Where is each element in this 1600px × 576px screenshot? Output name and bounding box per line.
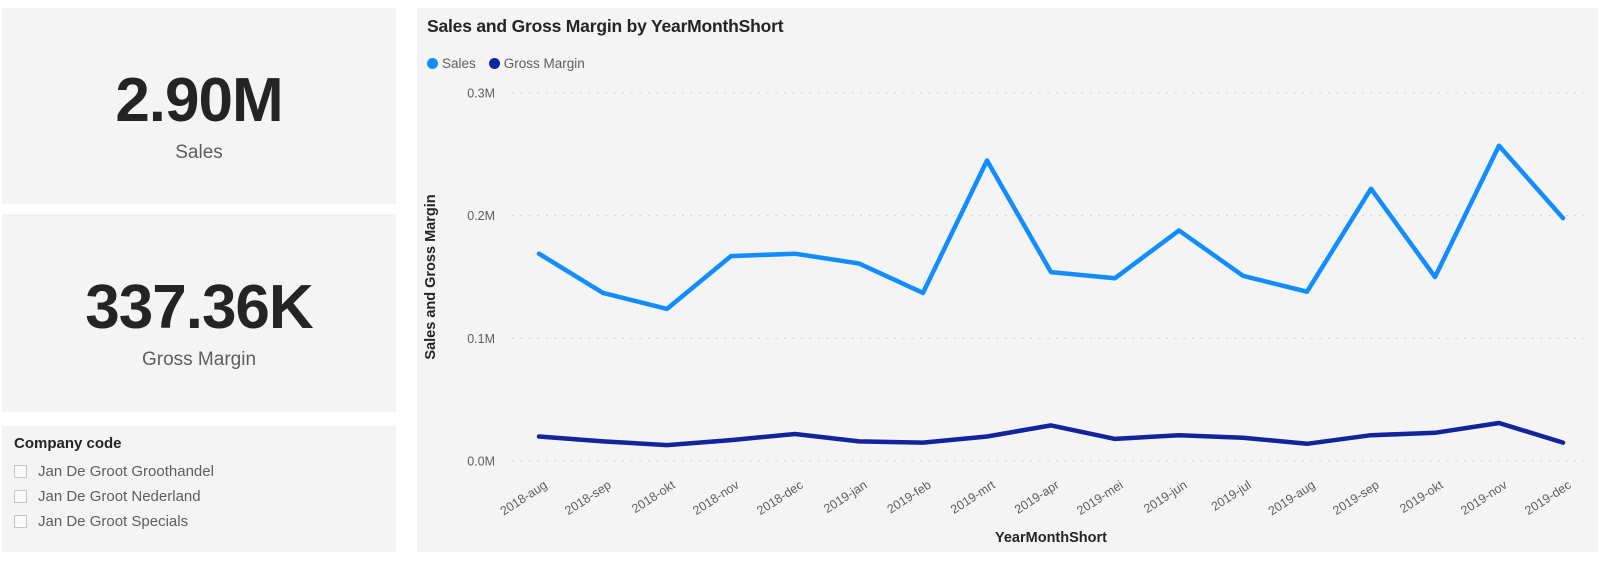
legend-label-gross-margin: Gross Margin <box>503 56 585 71</box>
y-tick-label: 0.3M <box>467 87 495 101</box>
y-tick-label: 0.2M <box>467 209 495 223</box>
kpi-sales-label: Sales <box>175 142 223 163</box>
x-axis-title: YearMonthShort <box>995 530 1107 546</box>
kpi-card-gross-margin: 337.36K Gross Margin <box>2 214 396 412</box>
slicer-title: Company code <box>14 435 122 452</box>
x-tick-label: 2019-sep <box>1330 478 1381 518</box>
slicer-item-label: Jan De Groot Nederland <box>38 488 201 505</box>
x-tick-label: 2018-nov <box>690 477 742 518</box>
slicer-item-label: Jan De Groot Groothandel <box>38 463 214 480</box>
x-tick-label: 2019-jun <box>1141 478 1189 516</box>
legend-item-sales[interactable]: Sales <box>427 56 476 71</box>
slicer-item-groothandel[interactable]: Jan De Groot Groothandel <box>14 459 384 484</box>
x-tick-label: 2019-dec <box>1522 478 1573 518</box>
chart-legend: Sales Gross Margin <box>427 56 585 71</box>
gross-margin-legend-dot-icon <box>488 58 500 69</box>
checkbox-specials[interactable] <box>14 515 27 528</box>
slicer-item-nederland[interactable]: Jan De Groot Nederland <box>14 484 384 509</box>
kpi-card-sales: 2.90M Sales <box>2 8 396 204</box>
x-tick-label: 2019-mrt <box>948 477 998 516</box>
x-tick-label: 2019-aug <box>1266 478 1318 519</box>
slicer-item-specials[interactable]: Jan De Groot Specials <box>14 509 384 534</box>
x-tick-label: 2019-jan <box>821 478 869 516</box>
x-tick-label: 2018-sep <box>562 478 613 518</box>
x-tick-label: 2019-okt <box>1397 477 1446 516</box>
x-tick-label: 2019-mei <box>1074 478 1125 518</box>
company-code-slicer: Company code Jan De Groot Groothandel Ja… <box>2 426 396 552</box>
line-chart-panel: Sales and Gross Margin by YearMonthShort… <box>417 8 1598 552</box>
x-tick-label: 2018-dec <box>754 478 805 518</box>
y-tick-label: 0.0M <box>467 455 495 469</box>
slicer-item-label: Jan De Groot Specials <box>38 513 189 530</box>
x-tick-label: 2019-jul <box>1209 478 1254 514</box>
sales-line[interactable] <box>536 143 1566 312</box>
x-tick-label: 2019-nov <box>1458 477 1510 518</box>
kpi-sales-value: 2.90M <box>115 66 283 135</box>
sales-legend-dot-icon <box>427 58 438 69</box>
chart-title: Sales and Gross Margin by YearMonthShort <box>427 16 784 36</box>
x-tick-label: 2018-aug <box>498 478 550 519</box>
legend-label-sales: Sales <box>442 56 476 71</box>
kpi-gross-margin-value: 337.36K <box>85 273 313 342</box>
x-tick-label: 2019-apr <box>1012 478 1062 517</box>
x-tick-label: 2018-okt <box>629 477 678 516</box>
checkbox-groothandel[interactable] <box>14 465 27 478</box>
y-axis-title: Sales and Gross Margin <box>423 194 439 359</box>
kpi-gross-margin-label: Gross Margin <box>141 349 257 370</box>
gross-margin-line[interactable] <box>536 420 1566 448</box>
legend-item-gross-margin[interactable]: Gross Margin <box>488 56 585 71</box>
checkbox-nederland[interactable] <box>14 490 27 503</box>
line-chart-plot: Sales and Gross Margin YearMonthShort 0.… <box>423 87 1589 546</box>
x-tick-label: 2019-feb <box>885 478 934 517</box>
y-tick-label: 0.1M <box>467 332 495 346</box>
